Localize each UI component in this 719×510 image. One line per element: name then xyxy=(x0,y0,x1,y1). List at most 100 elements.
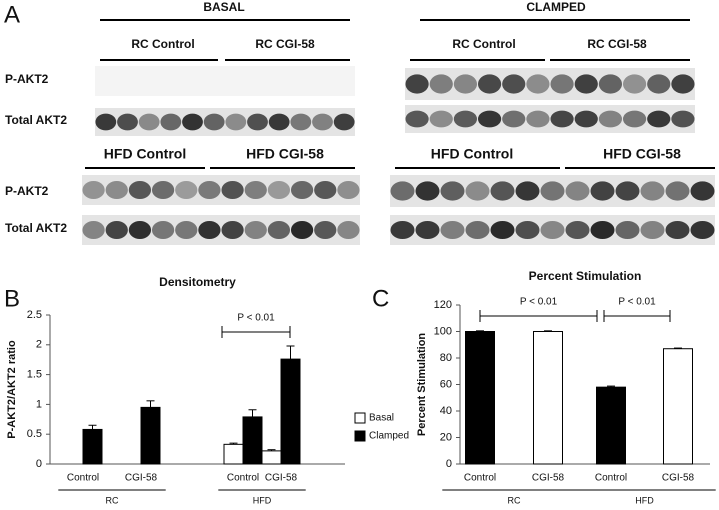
group-label: HFD xyxy=(253,495,272,505)
x-tick-label: CGI-58 xyxy=(265,473,298,484)
blot-band xyxy=(665,221,690,239)
condition-label: BASAL xyxy=(203,0,244,14)
blot-band xyxy=(640,221,665,239)
blot-band xyxy=(490,221,515,239)
group-label: RC Control xyxy=(131,37,194,51)
group-label: RC Control xyxy=(452,37,515,51)
blot-band xyxy=(440,221,465,239)
y-tick-label: 20 xyxy=(440,431,452,443)
blot-band xyxy=(95,113,117,131)
blot-band xyxy=(550,74,574,94)
blot-band xyxy=(105,221,128,239)
blot-strip xyxy=(82,175,360,205)
row-label: P-AKT2 xyxy=(5,72,49,86)
x-tick-label: CGI-58 xyxy=(125,473,158,484)
blot-band xyxy=(515,221,540,239)
x-tick-label: Control xyxy=(67,473,99,484)
blot-band xyxy=(647,74,671,94)
blot-band xyxy=(502,110,526,128)
blot-band xyxy=(477,110,502,128)
y-tick-label: 100 xyxy=(434,325,452,337)
blot-strip xyxy=(405,68,695,100)
blot-band xyxy=(290,221,314,239)
group-label: HFD xyxy=(635,495,654,505)
group-label: HFD CGI-58 xyxy=(246,146,324,162)
blot-band xyxy=(151,221,175,239)
blot-band xyxy=(540,181,565,201)
blot-band xyxy=(151,181,175,199)
blot-band xyxy=(182,113,203,131)
bar xyxy=(140,406,161,465)
group-label: HFD Control xyxy=(431,146,513,162)
panel-letter: A xyxy=(4,1,20,28)
y-tick-label: 120 xyxy=(434,299,452,311)
blot-band xyxy=(440,181,465,201)
blot-band xyxy=(267,221,291,239)
bar xyxy=(533,331,563,465)
blot-band xyxy=(198,221,221,239)
y-tick-label: 0.5 xyxy=(27,428,42,440)
y-tick-label: 2.5 xyxy=(27,309,42,321)
blot-band xyxy=(221,221,244,239)
group-label: RC CGI-58 xyxy=(255,37,315,51)
blot-band xyxy=(574,110,598,128)
blot-band xyxy=(565,181,590,201)
x-tick-label: Control xyxy=(464,473,496,484)
blot-band xyxy=(429,74,453,94)
blot-band xyxy=(590,181,615,201)
y-tick-label: 0 xyxy=(36,458,42,470)
x-tick-label: Control xyxy=(595,473,627,484)
blot-band xyxy=(590,221,615,239)
blot-band xyxy=(515,181,540,201)
blot-band xyxy=(565,221,590,239)
blot-band xyxy=(314,221,337,239)
blot-band xyxy=(290,113,312,131)
bar xyxy=(82,428,103,465)
blot-band xyxy=(128,221,152,239)
legend-swatch xyxy=(354,412,366,424)
blot-band xyxy=(526,74,550,94)
blot-band xyxy=(390,221,415,239)
legend-label: Basal xyxy=(369,413,394,424)
blot-band xyxy=(290,181,314,199)
blot-band xyxy=(82,181,105,199)
group-label: RC xyxy=(106,495,119,505)
blot-strip xyxy=(82,215,360,245)
chart-title: Densitometry xyxy=(159,275,236,289)
y-axis-label: Percent Stimulation xyxy=(416,333,428,437)
blot-band xyxy=(429,110,453,128)
y-tick-label: 1.5 xyxy=(27,369,42,381)
blot-strip xyxy=(95,66,355,96)
blot-band xyxy=(598,110,623,128)
blot-band xyxy=(337,221,360,239)
blot-band xyxy=(477,74,502,94)
blot-band xyxy=(615,181,640,201)
blot-band xyxy=(225,113,247,131)
blot-band xyxy=(390,181,415,201)
blot-band xyxy=(490,181,515,201)
y-tick-label: 80 xyxy=(440,352,452,364)
y-tick-label: 40 xyxy=(440,405,452,417)
y-tick-label: 0 xyxy=(446,458,452,470)
blot-band xyxy=(690,181,715,201)
blot-band xyxy=(268,113,290,131)
blot-strip xyxy=(390,215,715,245)
row-label: P-AKT2 xyxy=(5,184,49,198)
bar xyxy=(663,348,693,465)
blot-band xyxy=(314,181,337,199)
western-blots xyxy=(82,66,715,245)
annotation: P < 0.01 xyxy=(618,297,656,308)
blot-band xyxy=(117,113,138,131)
blot-band xyxy=(665,181,690,201)
blot-band xyxy=(160,113,182,131)
legend-swatch xyxy=(354,430,366,442)
blot-band xyxy=(647,110,671,128)
blot-band xyxy=(337,181,360,199)
blot-band xyxy=(82,221,105,239)
blot-band xyxy=(244,181,267,199)
blot-band xyxy=(138,113,160,131)
blot-band xyxy=(671,74,695,94)
blot-band xyxy=(598,74,623,94)
chart-title: Percent Stimulation xyxy=(529,269,642,283)
